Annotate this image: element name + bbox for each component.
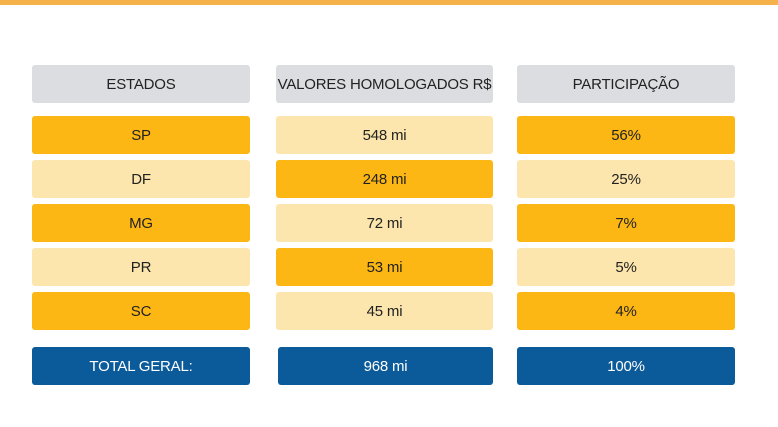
total-participacao: 100%	[517, 347, 735, 385]
header-estados: ESTADOS	[32, 65, 250, 103]
valor-cell: 248 mi	[276, 160, 493, 198]
estado-cell: SC	[32, 292, 250, 330]
participacao-cell: 5%	[517, 248, 735, 286]
total-geral-label: TOTAL GERAL:	[32, 347, 250, 385]
estado-cell: PR	[32, 248, 250, 286]
total-valor: 968 mi	[278, 347, 493, 385]
participacao-cell: 56%	[517, 116, 735, 154]
valor-cell: 53 mi	[276, 248, 493, 286]
valor-cell: 548 mi	[276, 116, 493, 154]
valor-cell: 45 mi	[276, 292, 493, 330]
participacao-cell: 25%	[517, 160, 735, 198]
participacao-cell: 7%	[517, 204, 735, 242]
header-participacao: PARTICIPAÇÃO	[517, 65, 735, 103]
valor-cell: 72 mi	[276, 204, 493, 242]
top-accent-bar	[0, 0, 778, 5]
estado-cell: MG	[32, 204, 250, 242]
header-valores-homologados: VALORES HOMOLOGADOS R$	[276, 65, 493, 103]
estado-cell: DF	[32, 160, 250, 198]
estado-cell: SP	[32, 116, 250, 154]
participacao-cell: 4%	[517, 292, 735, 330]
